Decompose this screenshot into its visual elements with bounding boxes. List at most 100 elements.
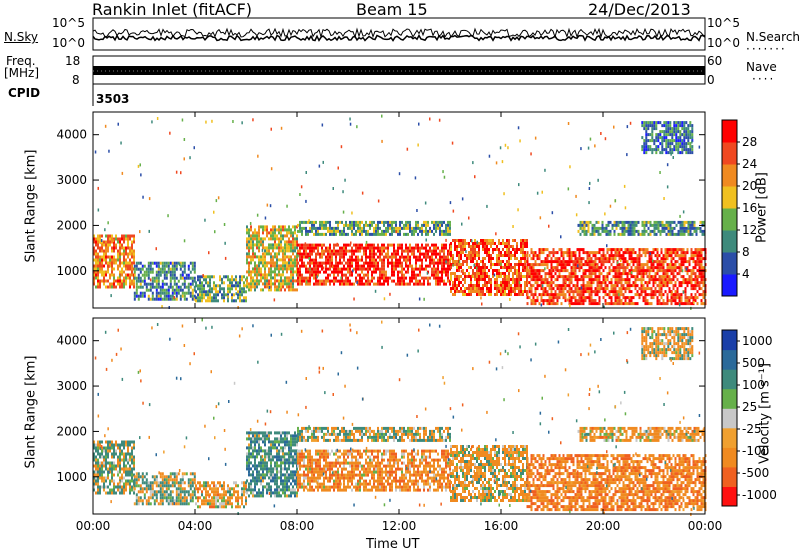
heatmap-cell: [329, 252, 331, 256]
heatmap-cell: [201, 275, 203, 279]
heatmap-cell: [671, 148, 674, 152]
heatmap-cell: [359, 279, 361, 283]
heatmap-cell: [329, 223, 331, 227]
heatmap-cell: [161, 279, 164, 283]
heatmap-cell: [303, 255, 305, 259]
heatmap-cell: [600, 257, 603, 261]
heatmap-cell: [658, 284, 661, 288]
heatmap-cell: [301, 273, 303, 277]
heatmap-cell: [514, 266, 516, 269]
heatmap-cell: [441, 223, 443, 227]
heatmap-cell: [93, 485, 95, 489]
heatmap-cell: [696, 257, 699, 261]
heatmap-cell: [159, 273, 162, 277]
heatmap-cell: [93, 482, 95, 486]
heatmap-cell: [195, 296, 197, 300]
heatmap-cell: [629, 223, 632, 227]
heatmap-cell: [590, 278, 593, 282]
heatmap-cell: [219, 290, 221, 294]
heatmap-cell: [262, 246, 264, 250]
heatmap-cell: [284, 246, 286, 250]
heatmap-cell: [689, 136, 692, 140]
heatmap-cell: [460, 275, 462, 278]
heatmap-cell: [644, 299, 647, 303]
heatmap-cell: [586, 251, 589, 255]
heatmap-cell: [612, 302, 615, 306]
heatmap-cell: [595, 229, 598, 233]
heatmap-cell: [552, 299, 555, 303]
heatmap-cell: [653, 139, 656, 143]
heatmap-cell: [429, 226, 431, 230]
heatmap-cell: [427, 276, 429, 280]
heatmap-cell: [445, 243, 447, 247]
heatmap-cell: [629, 220, 632, 224]
heatmap-cell: [634, 260, 637, 264]
heatmap-cell: [638, 248, 641, 252]
heatmap-cell: [133, 294, 136, 298]
heatmap-speck: [189, 156, 191, 160]
heatmap-cell: [145, 288, 148, 292]
heatmap-speck: [257, 154, 259, 158]
heatmap-cell: [288, 240, 290, 244]
heatmap-cell: [141, 291, 144, 295]
heatmap-cell: [191, 297, 194, 301]
heatmap-cell: [657, 148, 660, 152]
heatmap-cell: [596, 281, 599, 285]
heatmap-cell: [323, 252, 325, 256]
heatmap-cell: [270, 264, 272, 268]
heatmap-cell: [351, 246, 353, 250]
heatmap-cell: [193, 279, 196, 283]
heatmap-cell: [333, 226, 335, 230]
heatmap-cell: [377, 232, 379, 236]
heatmap-cell: [387, 249, 389, 253]
heatmap-cell: [454, 287, 456, 290]
heatmap-cell: [670, 248, 673, 252]
heatmap-cell: [657, 133, 660, 137]
heatmap-cell: [387, 223, 389, 227]
heatmap-cell: [658, 263, 661, 267]
heatmap-cell: [568, 272, 571, 276]
heatmap-cell: [175, 294, 178, 298]
heatmap-cell: [447, 223, 449, 227]
heatmap-cell: [131, 243, 133, 247]
heatmap-cell: [669, 145, 672, 149]
heatmap-cell: [562, 254, 565, 258]
heatmap-cell: [449, 258, 451, 262]
heatmap-cell: [534, 293, 537, 297]
heatmap-cell: [282, 234, 284, 238]
heatmap-cell: [361, 258, 363, 262]
heatmap-cell: [622, 263, 625, 267]
heatmap-cell: [272, 261, 274, 265]
heatmap-cell: [625, 220, 628, 224]
heatmap-cell: [466, 275, 468, 278]
heatmap-cell: [536, 275, 539, 279]
heatmap-cell: [379, 270, 381, 274]
heatmap-cell: [520, 248, 522, 251]
heatmap-cell: [339, 255, 341, 259]
heatmap-cell: [688, 260, 691, 264]
heatmap-cell: [282, 264, 284, 268]
heatmap-speck: [381, 114, 383, 118]
heatmap-cell: [486, 287, 488, 290]
heatmap-speck: [241, 121, 243, 125]
heatmap-cell: [284, 228, 286, 232]
heatmap-cell: [282, 261, 284, 265]
heatmap-cell: [248, 249, 250, 253]
heatmap-cell: [245, 290, 247, 294]
heatmap-cell: [129, 246, 131, 250]
heatmap-cell: [660, 296, 663, 300]
heatmap-cell: [447, 229, 449, 233]
heatmap-cell: [405, 249, 407, 253]
heatmap-cell: [183, 291, 186, 295]
heatmap-cell: [670, 257, 673, 261]
heatmap-cell: [301, 246, 303, 250]
heatmap-cell: [484, 278, 486, 281]
heatmap-cell: [391, 223, 393, 227]
heatmap-cell: [339, 261, 341, 265]
heatmap-cell: [562, 260, 565, 264]
heatmap-cell: [502, 281, 504, 284]
heatmap-cell: [634, 278, 637, 282]
heatmap-cell: [165, 282, 168, 286]
heatmap-cell: [325, 282, 327, 286]
station-title: Rankin Inlet (fitACF): [92, 0, 253, 19]
